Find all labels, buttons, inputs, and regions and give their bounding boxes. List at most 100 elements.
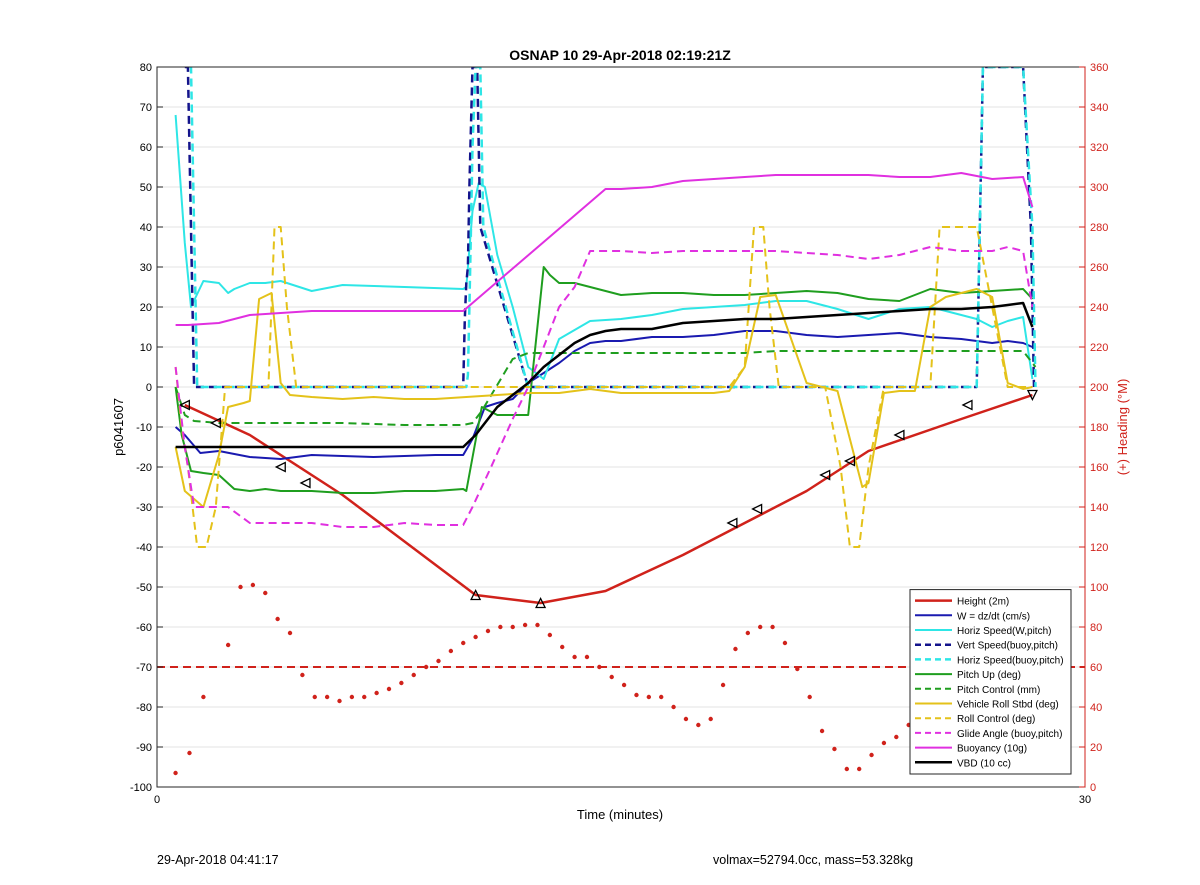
y-tick-label: -30 <box>136 502 152 514</box>
y2-tick-label: 220 <box>1090 342 1108 354</box>
heading-point <box>572 654 577 660</box>
heading-point <box>287 630 293 636</box>
y2-tick-label: 60 <box>1090 662 1102 674</box>
y-tick-label: -70 <box>136 662 152 674</box>
series-line <box>174 288 1033 508</box>
footer-vehicle-info: volmax=52794.0cc, mass=53.328kg <box>713 853 914 867</box>
heading-point <box>646 694 652 700</box>
y2-tick-label: 360 <box>1090 62 1108 74</box>
y2-tick-label: 240 <box>1090 302 1108 314</box>
legend-label: Roll Control (deg) <box>957 714 1035 725</box>
heading-point <box>522 622 528 628</box>
y-tick-label: 30 <box>140 262 152 274</box>
height-marker <box>274 461 286 473</box>
y2-tick-label: 100 <box>1090 582 1108 594</box>
y2-tick-label: 120 <box>1090 542 1108 554</box>
heading-point <box>436 658 441 664</box>
heading-point <box>547 632 553 638</box>
y-axis-label: p6041607 <box>111 398 126 456</box>
y-tick-label: -100 <box>130 782 152 794</box>
y-tick-label: -40 <box>136 542 152 554</box>
heading-point <box>337 698 342 704</box>
y2-axis-label: (+) Heading (°M) <box>1115 379 1130 476</box>
series-line <box>174 246 1034 528</box>
series-line <box>174 226 1033 548</box>
legend-label: Pitch Up (deg) <box>957 670 1021 681</box>
legend-label: VBD (10 cc) <box>957 758 1011 769</box>
heading-point <box>275 616 280 622</box>
height-marker <box>1026 389 1038 401</box>
y-tick-label: 10 <box>140 342 152 354</box>
y2-tick-label: 80 <box>1090 622 1102 634</box>
legend-label: W = dz/dt (cm/s) <box>957 611 1030 622</box>
legend-label: Horiz Speed(buoy,pitch) <box>957 655 1064 666</box>
heading-point <box>696 722 701 728</box>
heading-point <box>349 694 355 700</box>
series-line <box>174 350 1037 426</box>
heading-point <box>201 694 206 700</box>
heading-point <box>832 746 837 752</box>
y2-tick-label: 140 <box>1090 502 1108 514</box>
heading-point <box>374 690 379 696</box>
heading-point <box>461 640 466 646</box>
heading-point <box>720 682 726 688</box>
height-marker <box>751 503 763 515</box>
height-marker <box>893 429 905 441</box>
legend-label: Pitch Control (mm) <box>957 685 1040 696</box>
legend-label: Height (2m) <box>957 597 1009 608</box>
heading-point <box>173 770 178 776</box>
x-tick-label: 30 <box>1079 794 1091 806</box>
height-marker <box>535 597 547 609</box>
heading-point <box>448 648 454 654</box>
chart-title: OSNAP 10 29-Apr-2018 02:19:21Z <box>509 47 731 63</box>
y-tick-label: 80 <box>140 62 152 74</box>
y-tick-label: -60 <box>136 622 152 634</box>
plot-area <box>157 67 1085 776</box>
heading-point <box>324 694 330 700</box>
heading-point <box>881 740 887 746</box>
x-axis-label: Time (minutes) <box>577 807 663 822</box>
series-line <box>184 67 1036 389</box>
heading-point <box>659 694 664 700</box>
heading-point <box>671 704 676 710</box>
heading-point <box>782 640 788 646</box>
height-marker <box>470 589 482 601</box>
heading-point <box>621 682 627 688</box>
y2-tick-label: 160 <box>1090 462 1108 474</box>
heading-point <box>362 694 367 700</box>
legend-box <box>909 589 1072 775</box>
legend-label: Buoyancy (10g) <box>957 744 1027 755</box>
y-tick-label: -50 <box>136 582 152 594</box>
series-line <box>175 172 1034 326</box>
y-tick-label: 20 <box>140 302 152 314</box>
legend: Height (2m) W = dz/dt (cm/s) Horiz Speed(W… <box>909 589 1072 775</box>
heading-point <box>807 694 812 700</box>
footer-timestamp: 29-Apr-2018 04:41:17 <box>157 853 279 867</box>
height-marker <box>961 399 973 411</box>
y-tick-label: -10 <box>136 422 152 434</box>
y2-tick-label: 180 <box>1090 422 1108 434</box>
heading-point <box>411 672 416 678</box>
legend-label: Vehicle Roll Stbd (deg) <box>957 700 1059 711</box>
heading-point <box>634 692 639 698</box>
heading-point <box>250 582 256 588</box>
heading-point <box>683 716 689 722</box>
heading-point <box>263 590 268 596</box>
heading-point <box>869 752 874 758</box>
heading-point <box>485 628 491 634</box>
heading-point <box>856 766 862 772</box>
y2-tick-label: 300 <box>1090 182 1108 194</box>
heading-point <box>473 634 478 640</box>
heading-point <box>423 664 429 670</box>
y2-tick-label: 0 <box>1090 782 1096 794</box>
series-line <box>189 67 1037 389</box>
series-line <box>174 114 1034 380</box>
height-marker <box>178 399 190 411</box>
heading-point <box>733 646 738 652</box>
y2-tick-label: 200 <box>1090 382 1108 394</box>
axes: -100-90-80-70-60-50-40-30-20-10010203040… <box>130 62 1108 806</box>
series-line <box>184 393 1033 605</box>
heading-point <box>745 630 751 636</box>
height-marker <box>299 477 311 489</box>
